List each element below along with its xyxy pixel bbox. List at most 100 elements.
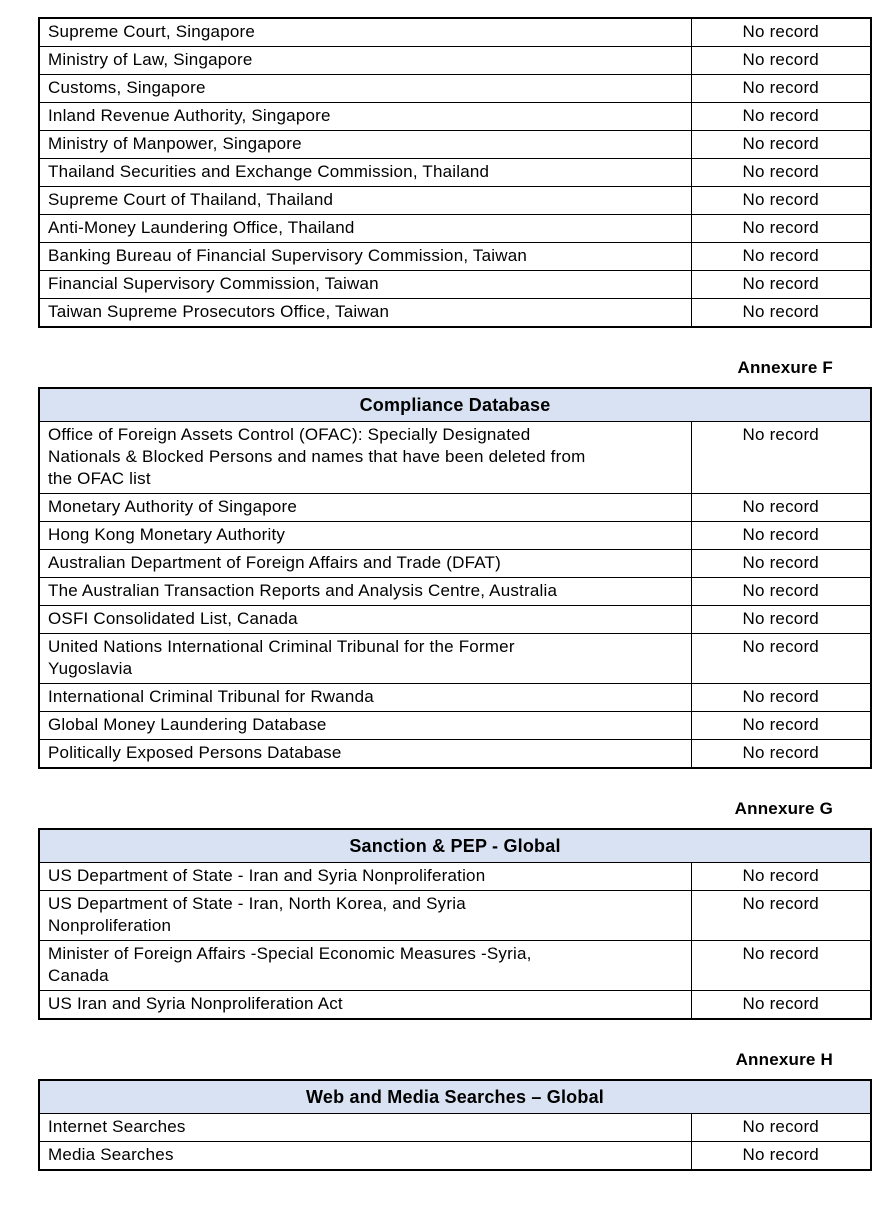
source-cell: OSFI Consolidated List, Canada [38,605,692,634]
table-title: Sanction & PEP - Global [38,828,872,863]
table-row: Anti-Money Laundering Office, Thailand No… [38,214,872,243]
result-cell: No record [690,549,872,578]
result-cell: No record [690,890,872,941]
result-cell: No record [690,74,872,103]
source-cell: Inland Revenue Authority, Singapore [38,102,692,131]
result-cell: No record [690,990,872,1020]
source-cell: United Nations International Criminal Tr… [38,633,692,684]
source-cell: Thailand Securities and Exchange Commiss… [38,158,692,187]
source-cell: Internet Searches [38,1113,692,1142]
table-row: Ministry of Law, Singapore No record [38,46,872,75]
table-row: US Department of State - Iran and Syria … [38,862,872,891]
source-cell: Anti-Money Laundering Office, Thailand [38,214,692,243]
result-cell: No record [690,214,872,243]
source-cell: Ministry of Law, Singapore [38,46,692,75]
table-row: Global Money Laundering Database No recor… [38,711,872,740]
source-cell: Office of Foreign Assets Control (OFAC):… [38,421,692,494]
records-table: Sanction & PEP - Global US Department of… [38,828,872,1020]
table-row: Media Searches No record [38,1141,872,1171]
source-cell: Ministry of Manpower, Singapore [38,130,692,159]
source-cell: Supreme Court, Singapore [38,17,692,47]
table-row: Minister of Foreign Affairs -Special Eco… [38,940,872,991]
result-cell: No record [690,158,872,187]
source-cell: Customs, Singapore [38,74,692,103]
table-header-row: Web and Media Searches – Global [38,1079,872,1114]
annexure-section: Supreme Court, Singapore No record Ministr… [38,17,872,328]
result-cell: No record [690,242,872,271]
table-row: Customs, Singapore No record [38,74,872,103]
table-row: United Nations International Criminal Tr… [38,633,872,684]
table-row: Taiwan Supreme Prosecutors Office, Taiwa… [38,298,872,328]
result-cell: No record [690,270,872,299]
table-row: Inland Revenue Authority, Singapore No re… [38,102,872,131]
table-row: Monetary Authority of Singapore No record [38,493,872,522]
source-cell: Politically Exposed Persons Database [38,739,692,769]
source-cell: International Criminal Tribunal for Rwan… [38,683,692,712]
table-header-row: Compliance Database [38,387,872,422]
result-cell: No record [690,940,872,991]
result-cell: No record [690,605,872,634]
table-row: Supreme Court of Thailand, Thailand No re… [38,186,872,215]
records-table: Compliance Database Office of Foreign As… [38,387,872,769]
annexure-sections: Supreme Court, Singapore No record Ministr… [38,17,894,1171]
result-cell: No record [690,1141,872,1171]
annexure-section: Annexure F Compliance Database Office of… [38,358,872,769]
table-row: Thailand Securities and Exchange Commiss… [38,158,872,187]
result-cell: No record [690,739,872,769]
result-cell: No record [690,683,872,712]
result-cell: No record [690,421,872,494]
annexure-section: Annexure G Sanction & PEP - Global US De… [38,799,872,1020]
source-cell: Monetary Authority of Singapore [38,493,692,522]
annexure-label: Annexure G [734,799,833,818]
table-row: Hong Kong Monetary Authority No record [38,521,872,550]
annexure-label: Annexure H [735,1050,833,1069]
table-body: Internet Searches No record Media Searches… [38,1113,872,1171]
result-cell: No record [690,17,872,47]
table-row: Ministry of Manpower, Singapore No record [38,130,872,159]
source-cell: Supreme Court of Thailand, Thailand [38,186,692,215]
table-row: Banking Bureau of Financial Supervisory … [38,242,872,271]
table-row: Politically Exposed Persons Database No r… [38,739,872,769]
result-cell: No record [690,521,872,550]
table-row: Internet Searches No record [38,1113,872,1142]
table-header-row: Sanction & PEP - Global [38,828,872,863]
result-cell: No record [690,298,872,328]
source-cell: US Iran and Syria Nonproliferation Act [38,990,692,1020]
table-row: The Australian Transaction Reports and A… [38,577,872,606]
table-body: Office of Foreign Assets Control (OFAC):… [38,421,872,769]
records-table: Supreme Court, Singapore No record Ministr… [38,17,872,328]
result-cell: No record [690,46,872,75]
table-row: US Iran and Syria Nonproliferation Act No… [38,990,872,1020]
table-row: US Department of State - Iran, North Kor… [38,890,872,941]
table-body: Supreme Court, Singapore No record Ministr… [38,17,872,328]
source-cell: Financial Supervisory Commission, Taiwan [38,270,692,299]
result-cell: No record [690,130,872,159]
source-cell: The Australian Transaction Reports and A… [38,577,692,606]
result-cell: No record [690,493,872,522]
result-cell: No record [690,633,872,684]
source-cell: US Department of State - Iran, North Kor… [38,890,692,941]
source-cell: Banking Bureau of Financial Supervisory … [38,242,692,271]
table-row: Office of Foreign Assets Control (OFAC):… [38,421,872,494]
result-cell: No record [690,1113,872,1142]
source-cell: Minister of Foreign Affairs -Special Eco… [38,940,692,991]
result-cell: No record [690,102,872,131]
table-title: Compliance Database [38,387,872,422]
table-row: International Criminal Tribunal for Rwan… [38,683,872,712]
table-row: Financial Supervisory Commission, Taiwan… [38,270,872,299]
table-body: US Department of State - Iran and Syria … [38,862,872,1020]
source-cell: Taiwan Supreme Prosecutors Office, Taiwa… [38,298,692,328]
table-row: OSFI Consolidated List, Canada No record [38,605,872,634]
records-table: Web and Media Searches – Global Internet… [38,1079,872,1171]
result-cell: No record [690,186,872,215]
source-cell: Media Searches [38,1141,692,1171]
source-cell: US Department of State - Iran and Syria … [38,862,692,891]
table-row: Supreme Court, Singapore No record [38,17,872,47]
annexure-label: Annexure F [737,358,833,377]
table-row: Australian Department of Foreign Affairs… [38,549,872,578]
result-cell: No record [690,577,872,606]
table-title: Web and Media Searches – Global [38,1079,872,1114]
result-cell: No record [690,862,872,891]
source-cell: Global Money Laundering Database [38,711,692,740]
